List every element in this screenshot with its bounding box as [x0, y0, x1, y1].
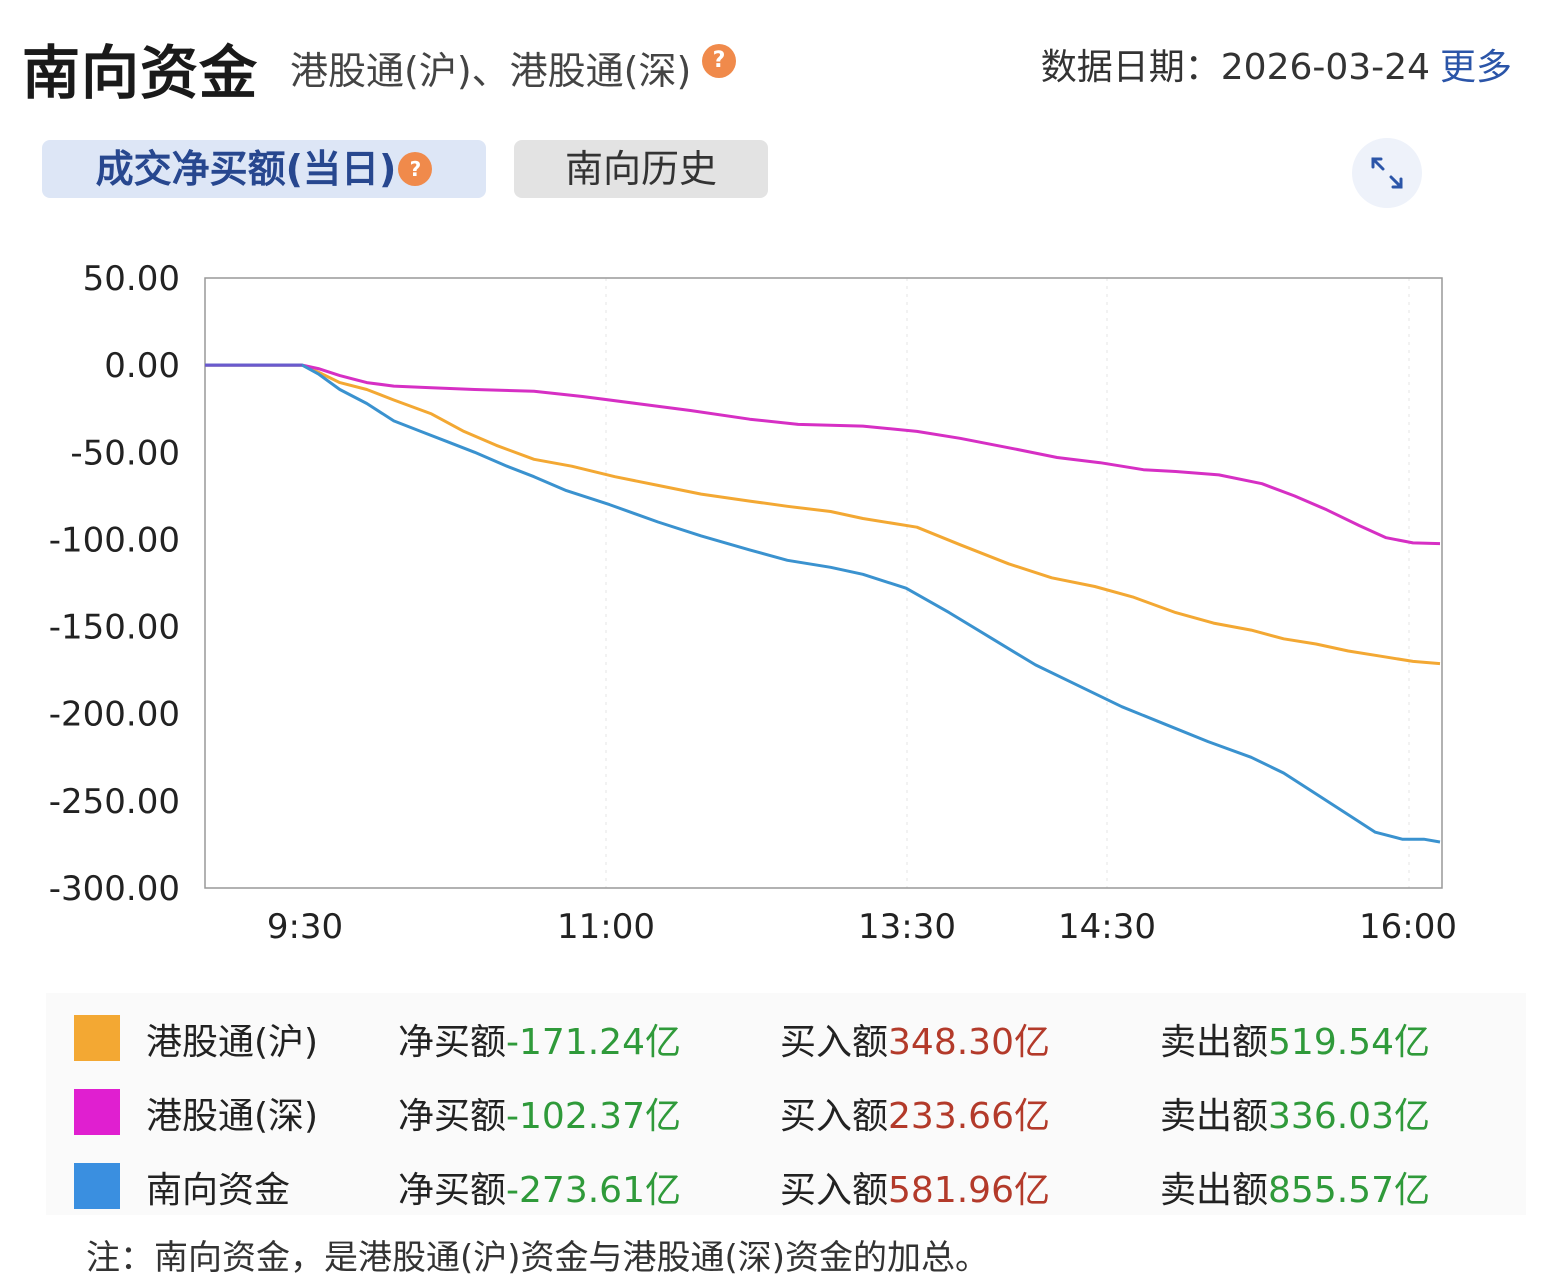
y-tick-label: 0.00	[104, 346, 180, 386]
x-tick-label: 11:00	[557, 907, 655, 947]
x-tick-label: 16:00	[1359, 907, 1457, 947]
y-tick-label: -200.00	[49, 695, 180, 735]
buy-value: 233.66亿	[888, 1096, 1050, 1137]
net-buy-value: -273.61亿	[506, 1170, 681, 1211]
net-buy-label: 净买额	[398, 1170, 507, 1211]
y-tick-label: -150.00	[49, 608, 180, 648]
legend-table: 港股通(沪) 净买额-171.24亿 买入额348.30亿 卖出额519.54亿…	[46, 993, 1526, 1215]
chart-series	[205, 363, 1441, 844]
sell-metric: 卖出额519.54亿	[1160, 1013, 1430, 1065]
x-tick-label: 14:30	[1058, 907, 1156, 947]
legend-row-sz: 港股通(深) 净买额-102.37亿 买入额233.66亿 卖出额336.03亿	[46, 1077, 1526, 1137]
series-line-1	[205, 363, 1441, 546]
net-buy-line-chart: 50.00 0.00 -50.00 -100.00 -150.00 -200.00 -250…	[49, 259, 1457, 947]
tab-help-icon[interactable]: ?	[398, 151, 433, 186]
data-date: 数据日期：2026-03-24 更多	[1041, 38, 1512, 90]
legend-series-name: 南向资金	[146, 1170, 291, 1211]
x-tick-label: 9:30	[267, 907, 343, 947]
footnote: 注：南向资金，是港股通(沪)资金与港股通(深)资金的加总。	[86, 1238, 990, 1278]
buy-label: 买入额	[780, 1170, 889, 1211]
page-title: 南向资金	[22, 39, 259, 107]
legend-series-name: 港股通(深)	[146, 1096, 319, 1137]
y-axis-ticks: 50.00 0.00 -50.00 -100.00 -150.00 -200.00 -250…	[49, 259, 180, 909]
x-tick-label: 13:30	[858, 907, 956, 947]
x-axis-ticks: 9:30 11:00 13:30 14:30 16:00	[267, 907, 1457, 947]
legend-swatch	[74, 1015, 120, 1061]
sell-label: 卖出额	[1160, 1022, 1269, 1063]
legend-row-total: 南向资金 净买额-273.61亿 买入额581.96亿 卖出额855.57亿	[46, 1151, 1526, 1211]
more-link[interactable]: 更多	[1439, 47, 1512, 88]
y-tick-label: -100.00	[49, 520, 180, 560]
sell-value: 519.54亿	[1268, 1022, 1430, 1063]
sell-metric: 卖出额336.03亿	[1160, 1087, 1430, 1139]
legend-series-name: 港股通(沪)	[146, 1022, 319, 1063]
net-buy-metric: 净买额-102.37亿	[398, 1087, 681, 1139]
buy-label: 买入额	[780, 1096, 889, 1137]
legend-row-sh: 港股通(沪) 净买额-171.24亿 买入额348.30亿 卖出额519.54亿	[46, 1003, 1526, 1063]
sell-metric: 卖出额855.57亿	[1160, 1161, 1430, 1213]
tab-net-buy-today-label: 成交净买额(当日)	[95, 147, 397, 191]
chart-grid	[605, 278, 1410, 888]
expand-button[interactable]	[1352, 138, 1422, 208]
net-buy-value: -171.24亿	[506, 1022, 681, 1063]
buy-metric: 买入额581.96亿	[780, 1161, 1050, 1213]
page-subtitle: 港股通(沪)、港股通(深)	[290, 49, 692, 93]
sell-value: 855.57亿	[1268, 1170, 1430, 1211]
tab-bar: 成交净买额(当日)? 南向历史	[42, 140, 1442, 200]
legend-swatch	[74, 1089, 120, 1135]
buy-value: 581.96亿	[888, 1170, 1050, 1211]
tab-net-buy-today[interactable]: 成交净买额(当日)?	[42, 140, 486, 198]
sell-label: 卖出额	[1160, 1096, 1269, 1137]
help-icon[interactable]: ?	[702, 44, 736, 78]
sell-value: 336.03亿	[1268, 1096, 1430, 1137]
y-tick-label: 50.00	[83, 259, 180, 299]
y-tick-label: -250.00	[49, 782, 180, 822]
net-buy-label: 净买额	[398, 1022, 507, 1063]
legend-swatch	[74, 1163, 120, 1209]
data-date-label: 数据日期：2026-03-24	[1040, 47, 1430, 88]
net-buy-metric: 净买额-273.61亿	[398, 1161, 681, 1213]
net-buy-value: -102.37亿	[506, 1096, 681, 1137]
expand-icon	[1371, 157, 1403, 189]
series-line-0	[205, 363, 1441, 666]
buy-metric: 买入额348.30亿	[780, 1013, 1050, 1065]
net-buy-label: 净买额	[398, 1096, 507, 1137]
buy-value: 348.30亿	[888, 1022, 1050, 1063]
sell-label: 卖出额	[1160, 1170, 1269, 1211]
buy-metric: 买入额233.66亿	[780, 1087, 1050, 1139]
plot-frame	[204, 277, 1443, 889]
series-line-2	[205, 363, 1441, 844]
buy-label: 买入额	[780, 1022, 889, 1063]
tab-southbound-history[interactable]: 南向历史	[514, 140, 768, 198]
header: 南向资金 港股通(沪)、港股通(深) ? 数据日期：2026-03-24 更多	[22, 22, 1522, 107]
y-tick-label: -50.00	[70, 433, 180, 473]
net-buy-metric: 净买额-171.24亿	[398, 1013, 681, 1065]
y-tick-label: -300.00	[49, 869, 180, 909]
